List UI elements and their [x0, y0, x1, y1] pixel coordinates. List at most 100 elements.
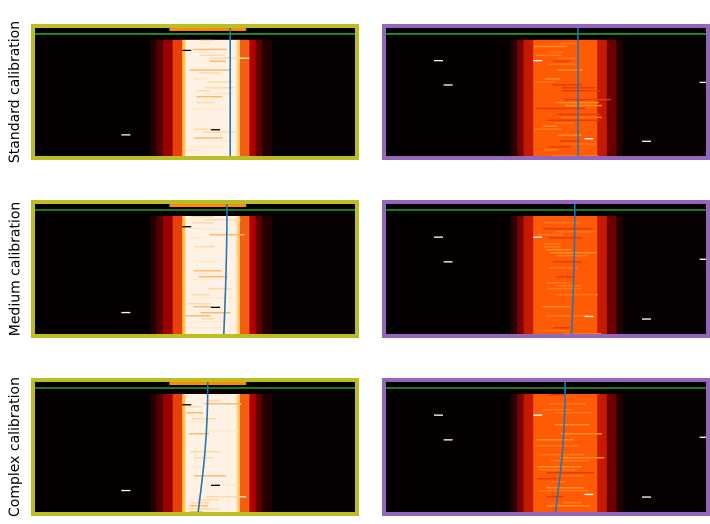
heatmap-image [35, 204, 355, 334]
heatmap-streak [543, 246, 561, 248]
heatmap-streak [196, 101, 215, 104]
heatmap-streak [185, 315, 211, 317]
heatmap-tick-mark [434, 414, 443, 416]
heatmap-band [255, 394, 263, 512]
heatmap-band [35, 216, 151, 334]
heatmap-streak [537, 466, 582, 468]
heatmap-streak [194, 246, 215, 248]
heatmap-streak [188, 146, 224, 148]
heatmap-streak [189, 69, 231, 71]
heatmap-tick-mark [191, 53, 201, 55]
heatmap-tick-mark [584, 493, 594, 496]
heatmap-streak [191, 216, 214, 218]
heatmap-panel-medium-left [31, 200, 359, 338]
heatmap-streak [537, 234, 563, 236]
heatmap-streak [199, 54, 225, 57]
heatmap-tick-mark [434, 60, 443, 62]
heatmap-tick-mark [533, 60, 543, 62]
heatmap-streak [209, 394, 228, 396]
heatmap-streak [189, 279, 211, 281]
heatmap-streak [186, 421, 214, 423]
heatmap-streak [199, 39, 214, 42]
heatmap-streak [549, 403, 587, 405]
heatmap-streak [535, 107, 586, 110]
heatmap-streak [548, 63, 578, 65]
heatmap-band [616, 394, 624, 512]
heatmap-streak [202, 92, 233, 95]
heatmap-streak [185, 327, 222, 329]
heatmap-streak [558, 57, 577, 60]
heatmap-streak [192, 222, 214, 224]
heatmap-image [386, 382, 706, 512]
heatmap-band [236, 216, 241, 334]
heatmap-band [533, 394, 598, 512]
heatmap-band [156, 216, 164, 334]
heatmap-streak [193, 270, 222, 272]
heatmap-tick-mark [443, 261, 453, 263]
heatmap-streak [535, 445, 579, 447]
heatmap-panel-complex-left [31, 378, 359, 516]
heatmap-streak [191, 294, 210, 296]
heatmap-band [182, 394, 186, 512]
heatmap-streak [194, 475, 227, 477]
heatmap-streak [556, 276, 574, 278]
heatmap-band [182, 39, 186, 156]
heatmap-tick-mark [182, 404, 192, 406]
heatmap-panel-standard-left [31, 24, 359, 160]
heatmap-streak [196, 321, 228, 323]
heatmap-streak [534, 128, 563, 130]
heatmap-band [510, 216, 518, 334]
heatmap-tick-mark [699, 258, 706, 260]
heatmap-band [622, 394, 706, 512]
heatmap-streak [549, 267, 578, 269]
heatmap-streak [193, 128, 215, 130]
heatmap-streak [188, 508, 220, 510]
heatmap-streak [554, 122, 575, 124]
heatmap-streak [559, 42, 580, 45]
heatmap-band [236, 39, 241, 156]
heatmap-streak [564, 104, 603, 107]
heatmap-band [163, 39, 174, 156]
heatmap-image [35, 382, 355, 512]
heatmap-streak [209, 60, 226, 62]
heatmap-band [606, 216, 617, 334]
row-label-complex: Complex calibration [7, 377, 24, 517]
heatmap-tick-mark [191, 230, 201, 232]
heatmap-streak [539, 469, 577, 471]
heatmap-streak [204, 87, 236, 89]
heatmap-streak [208, 430, 239, 432]
heatmap-band [150, 394, 158, 512]
heatmap-band [523, 216, 534, 334]
heatmap-streak [196, 90, 210, 92]
heatmap-band [517, 394, 525, 512]
heatmap-band [533, 216, 598, 334]
heatmap-band [163, 216, 174, 334]
heatmap-band [510, 394, 518, 512]
heatmap-band [622, 39, 706, 156]
heatmap-band [597, 394, 608, 512]
heatmap-streak [198, 51, 216, 54]
heatmap-streak [535, 81, 556, 83]
heatmap-band [616, 39, 624, 156]
heatmap-streak [201, 318, 215, 320]
heatmap-tick-mark [211, 129, 220, 131]
heatmap-streak [561, 116, 602, 119]
heatmap-streak [194, 137, 223, 139]
heatmap-band [172, 216, 183, 334]
heatmap-streak [564, 333, 602, 334]
heatmap-streak [546, 496, 564, 498]
heatmap-tick-mark [642, 318, 651, 320]
heatmap-streak [544, 78, 561, 80]
heatmap-band [35, 39, 151, 156]
heatmap-band [517, 39, 525, 156]
heatmap-streak [544, 243, 561, 245]
heatmap-streak [547, 288, 582, 290]
heatmap-streak [185, 412, 204, 414]
heatmap-band [150, 216, 158, 334]
heatmap-band [271, 216, 355, 334]
heatmap-top-strip [520, 204, 598, 207]
heatmap-streak [546, 249, 572, 251]
heatmap-streak [564, 98, 611, 101]
heatmap-tick-mark [121, 311, 131, 314]
heatmap-band [597, 39, 608, 156]
